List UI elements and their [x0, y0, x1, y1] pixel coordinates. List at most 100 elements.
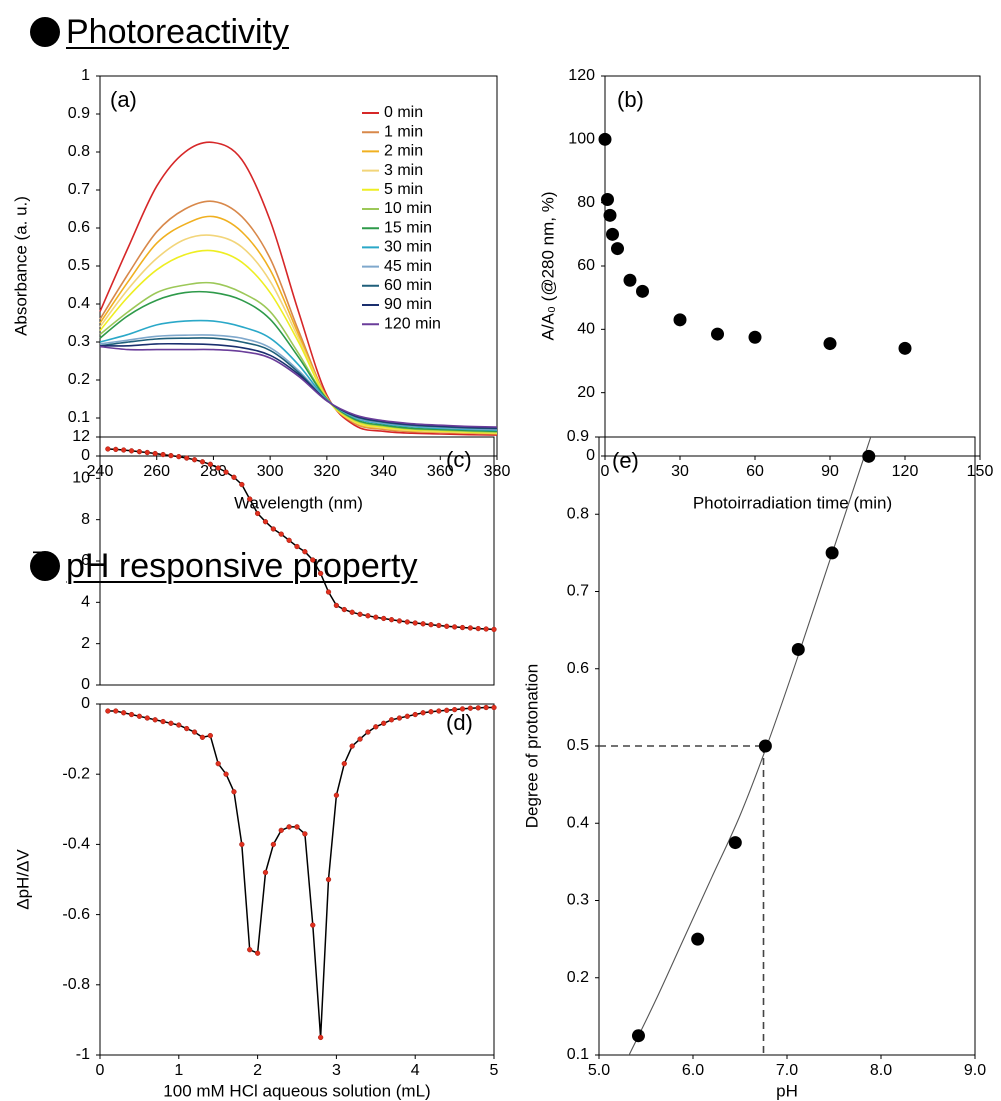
y-tick-label-a: 0.1	[68, 409, 90, 426]
x-tick-label-b: 30	[671, 463, 689, 480]
data-point	[302, 831, 308, 837]
data-point	[396, 715, 403, 721]
data-point	[294, 543, 300, 550]
y-tick-label-d: 0	[81, 695, 90, 712]
data-point	[483, 704, 489, 711]
data-point	[223, 469, 229, 475]
data-point	[105, 446, 111, 452]
data-point	[451, 706, 458, 713]
legend-label: 60 min	[384, 277, 432, 294]
data-point	[176, 722, 182, 728]
bullet-icon	[30, 17, 60, 47]
data-point	[325, 589, 332, 595]
y-tick-label-a: 0.3	[68, 333, 90, 350]
data-point	[247, 947, 253, 953]
panel-label-d: (d)	[446, 710, 473, 735]
y-tick-label-b: 80	[577, 194, 595, 211]
data-point	[207, 732, 213, 739]
x-tick-label-e: 5.0	[588, 1062, 610, 1079]
panel-label-a: (a)	[110, 87, 137, 112]
data-point	[254, 950, 261, 956]
y-tick-label-d: -0.2	[62, 765, 90, 782]
x-axis-label-a: Wavelength (nm)	[234, 493, 363, 512]
plot-frame-d	[99, 703, 495, 1056]
y-tick-label-b: 60	[577, 257, 595, 274]
x-tick-label-a: 340	[370, 463, 397, 480]
y-tick-label-e: 0.9	[567, 428, 589, 445]
data-point	[191, 457, 198, 463]
data-point	[631, 1029, 645, 1043]
panel-label-e: (e)	[612, 448, 639, 473]
data-point	[144, 715, 150, 721]
y-tick-label-c: 10	[72, 470, 90, 487]
derivative-curve	[107, 706, 494, 1039]
data-point	[388, 617, 395, 623]
y-tick-label-c: 2	[81, 635, 90, 652]
data-point	[728, 836, 742, 850]
x-tick-label-b: 150	[967, 463, 994, 480]
data-point	[105, 708, 111, 714]
y-tick-label-a: 0.8	[68, 143, 90, 160]
x-tick-label-b: 120	[892, 463, 919, 480]
data-point	[601, 193, 614, 206]
data-point	[357, 736, 363, 742]
data-point	[120, 447, 127, 453]
data-point	[254, 510, 261, 517]
legend-label: 45 min	[384, 258, 432, 275]
y-tick-label-c: 4	[81, 594, 90, 611]
y-tick-label-c: 0	[81, 676, 90, 693]
y-tick-label-e: 0.1	[567, 1046, 589, 1063]
data-point	[136, 449, 143, 455]
data-point	[160, 718, 166, 725]
legend-label: 30 min	[384, 239, 432, 256]
data-point	[294, 824, 300, 830]
data-point	[404, 619, 410, 625]
data-point	[286, 537, 292, 543]
data-point	[862, 449, 876, 463]
data-point	[825, 546, 839, 560]
data-point	[317, 1034, 324, 1041]
y-tick-label-c: 6	[81, 552, 90, 569]
data-point	[748, 330, 762, 344]
section-title-photoreactivity: Photoreactivity	[66, 13, 289, 51]
legend-label: 120 min	[384, 315, 441, 332]
plot-frame-e	[598, 436, 976, 1056]
plot-frame-a	[99, 75, 498, 457]
data-point	[184, 455, 190, 461]
data-point	[128, 711, 135, 718]
data-point	[333, 602, 340, 609]
x-tick-label-b: 90	[821, 463, 839, 480]
data-point	[144, 449, 150, 456]
data-point	[207, 461, 213, 467]
y-tick-label-a: 0.4	[68, 295, 90, 312]
data-point	[231, 789, 237, 795]
data-point	[412, 711, 418, 718]
data-point	[247, 496, 253, 502]
data-point	[381, 615, 387, 622]
legend-label: 1 min	[384, 123, 423, 140]
x-tick-label-e: 7.0	[776, 1062, 798, 1079]
y-tick-label-d: -0.6	[62, 906, 90, 923]
data-point	[341, 761, 347, 767]
y-tick-label-b: 20	[577, 384, 595, 401]
data-point	[381, 720, 387, 726]
data-point	[239, 841, 245, 848]
data-point	[467, 625, 474, 631]
x-tick-label-d: 5	[490, 1062, 499, 1079]
data-point	[152, 450, 158, 457]
data-point	[120, 710, 127, 716]
data-point	[444, 623, 450, 629]
data-point	[160, 451, 166, 458]
data-point	[444, 707, 450, 713]
x-tick-label-d: 4	[411, 1062, 420, 1079]
data-point	[388, 717, 395, 723]
data-point	[491, 626, 497, 633]
legend-label: 15 min	[384, 219, 432, 236]
data-point	[302, 549, 308, 555]
data-point	[349, 609, 355, 615]
y-tick-label-e: 0.8	[567, 505, 589, 522]
series-line-60-min	[99, 337, 498, 430]
y-tick-label-e: 0.2	[567, 969, 589, 986]
x-axis-label-e: pH	[776, 1081, 798, 1100]
data-point	[215, 761, 221, 767]
